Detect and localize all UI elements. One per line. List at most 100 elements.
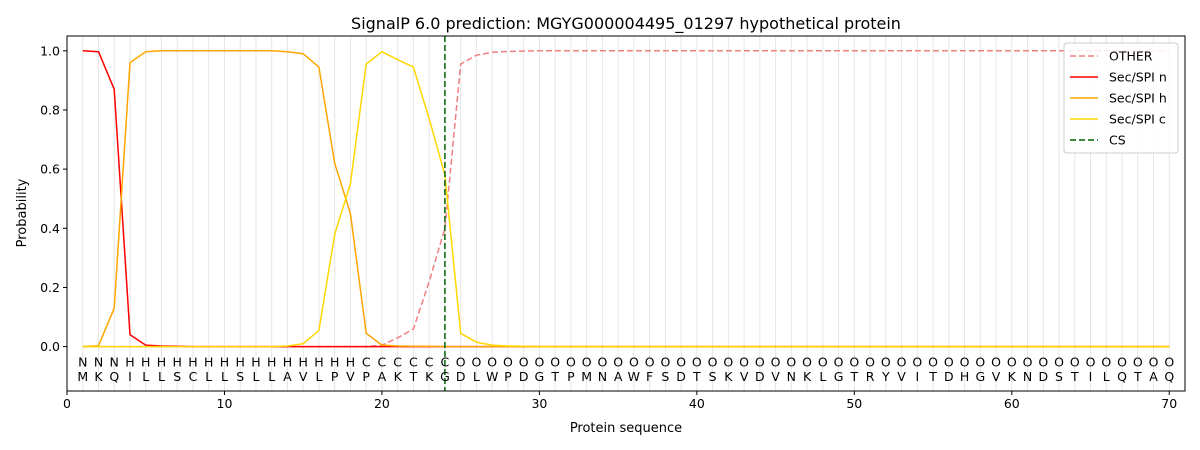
region-label: O	[676, 354, 686, 369]
region-label: O	[613, 354, 623, 369]
region-label: O	[1054, 354, 1064, 369]
residue-label: L	[1103, 369, 1110, 384]
residue-label: K	[803, 369, 812, 384]
x-tick-label: 40	[689, 396, 705, 411]
region-label: C	[409, 354, 418, 369]
region-label: O	[692, 354, 702, 369]
x-tick-label: 20	[374, 396, 390, 411]
legend-box	[1063, 42, 1179, 154]
residue-label: V	[992, 369, 1001, 384]
residue-label: T	[692, 369, 701, 384]
region-label: O	[629, 354, 639, 369]
region-label: H	[204, 354, 213, 369]
residue-label: K	[724, 369, 733, 384]
region-label: O	[975, 354, 985, 369]
x-tick-label: 70	[1161, 396, 1177, 411]
residue-label: L	[819, 369, 826, 384]
region-label: H	[314, 354, 323, 369]
residue-label: G	[834, 369, 844, 384]
residue-label: V	[299, 369, 308, 384]
residue-label: Q	[1164, 369, 1174, 384]
region-label: O	[1133, 354, 1143, 369]
y-tick-label: 0.0	[40, 339, 60, 354]
region-label: O	[456, 354, 466, 369]
region-label: O	[597, 354, 607, 369]
residue-label: G	[440, 369, 450, 384]
region-label: O	[1038, 354, 1048, 369]
region-label: N	[78, 354, 87, 369]
region-label: C	[378, 354, 387, 369]
x-axis-label: Protein sequence	[570, 421, 682, 436]
series-line-3	[82, 50, 1170, 348]
region-label: H	[346, 354, 355, 369]
x-tick-label: 0	[63, 396, 71, 411]
region-label: O	[755, 354, 765, 369]
y-tick-label: 0.6	[40, 162, 60, 177]
region-label: O	[818, 354, 828, 369]
grid-layer	[82, 36, 1170, 391]
residue-label: W	[486, 369, 498, 384]
residue-label: D	[456, 369, 466, 384]
region-label: H	[298, 354, 307, 369]
residue-label: S	[1055, 369, 1063, 384]
y-tick-label: 1.0	[40, 43, 60, 58]
region-label: H	[330, 354, 339, 369]
series-line-1	[82, 50, 1170, 348]
residue-label: I	[128, 369, 132, 384]
region-label: C	[362, 354, 371, 369]
residue-label: S	[173, 369, 181, 384]
region-label: O	[582, 354, 592, 369]
residue-label: G	[535, 369, 545, 384]
region-label: O	[912, 354, 922, 369]
residue-label: Q	[1117, 369, 1127, 384]
legend-label: Sec/SPI n	[1109, 70, 1167, 85]
region-label: O	[834, 354, 844, 369]
region-label: O	[1149, 354, 1159, 369]
residue-label: I	[915, 369, 919, 384]
y-tick-label: 0.2	[40, 280, 60, 295]
region-label: O	[928, 354, 938, 369]
x-tick-label: 30	[531, 396, 547, 411]
region-label: O	[471, 354, 481, 369]
residue-label: L	[473, 369, 480, 384]
residue-label: K	[394, 369, 403, 384]
region-label: H	[251, 354, 260, 369]
residue-label: N	[787, 369, 796, 384]
region-label: O	[1007, 354, 1017, 369]
residue-label: P	[331, 369, 339, 384]
residue-label: P	[362, 369, 370, 384]
residue-label: V	[897, 369, 906, 384]
y-tick-label: 0.4	[40, 221, 60, 236]
residue-label: L	[252, 369, 259, 384]
region-label: N	[94, 354, 103, 369]
residue-label: N	[1023, 369, 1032, 384]
legend-label: CS	[1109, 133, 1126, 148]
residue-label: A	[614, 369, 623, 384]
region-label: O	[550, 354, 560, 369]
x-tick-label: 50	[846, 396, 862, 411]
region-label: O	[1070, 354, 1080, 369]
residue-label: T	[550, 369, 559, 384]
region-label: O	[519, 354, 529, 369]
residue-label: T	[1070, 369, 1079, 384]
residue-label: M	[77, 369, 88, 384]
plot-frame	[66, 35, 1186, 392]
legend: OTHER Sec/SPI n Sec/SPI h Sec/SPI c CS	[1063, 42, 1179, 154]
region-label: O	[1023, 354, 1033, 369]
residue-label: L	[158, 369, 165, 384]
legend-label: Sec/SPI h	[1109, 91, 1167, 106]
region-label: O	[771, 354, 781, 369]
region-label: O	[1086, 354, 1096, 369]
series-line-0	[82, 50, 1170, 348]
residue-label: T	[1133, 369, 1142, 384]
residue-label: K	[425, 369, 434, 384]
region-label: C	[425, 354, 434, 369]
region-label: H	[125, 354, 134, 369]
region-label: O	[1117, 354, 1127, 369]
region-label: H	[283, 354, 292, 369]
legend-label: OTHER	[1109, 49, 1153, 64]
region-label: H	[267, 354, 276, 369]
region-label: H	[220, 354, 229, 369]
y-tick-label: 0.8	[40, 102, 60, 117]
